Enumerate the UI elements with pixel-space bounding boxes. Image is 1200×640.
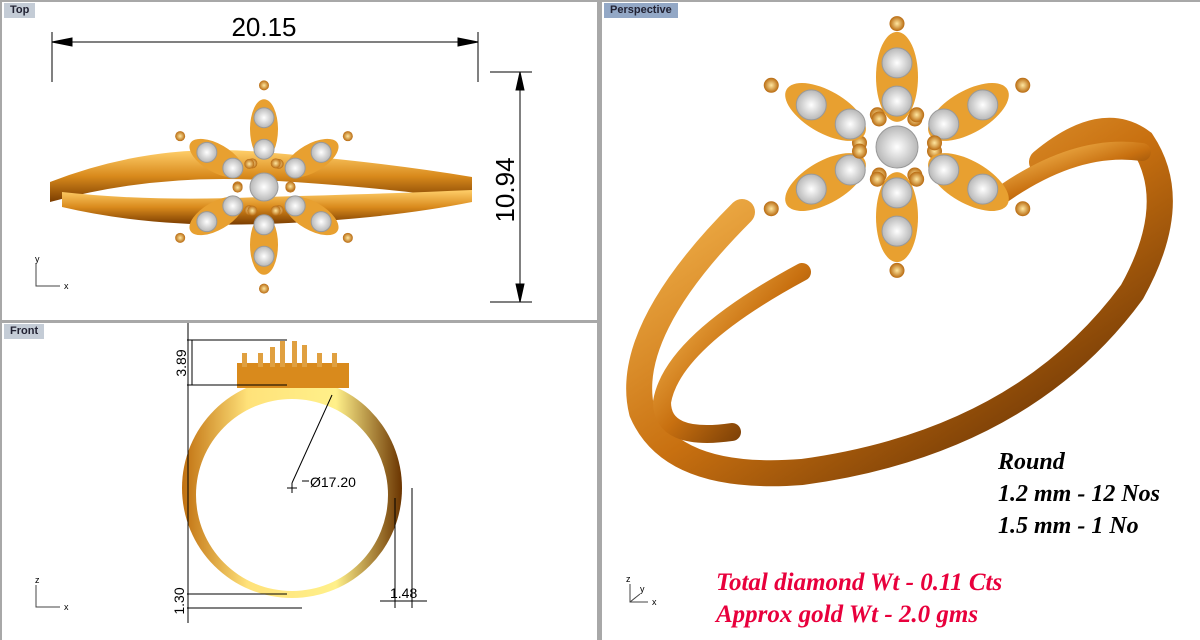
dim-bottom-thickness: 1.30 (171, 587, 187, 614)
axis-z-label: z (626, 574, 631, 584)
prong (342, 232, 353, 243)
prong (889, 16, 905, 32)
width-dimension (51, 32, 479, 82)
axis-z-label: z (35, 575, 40, 585)
diamond (310, 211, 332, 233)
prong (927, 135, 943, 151)
spec-line-1: 1.2 mm - 12 Nos (998, 481, 1160, 507)
prong (763, 77, 779, 93)
dim-height: 10.94 (490, 157, 520, 222)
dim-diameter: Ø17.20 (310, 474, 356, 490)
prong (244, 158, 255, 169)
dim-width: 20.15 (231, 12, 296, 42)
top-view-drawing: 20.15 10.94 y x (35, 12, 532, 303)
prong (175, 131, 186, 142)
prong (259, 80, 269, 91)
prong (270, 158, 281, 169)
diamond (795, 173, 827, 205)
prong (342, 131, 353, 142)
prong (763, 201, 779, 217)
axis-y-label: y (35, 254, 40, 264)
diamond-cluster-top (175, 80, 353, 294)
axis-x-label: x (64, 281, 69, 291)
front-viewport[interactable]: Front 3.89 Ø17.20 1.30 1.48 z x (2, 323, 597, 640)
diamond (222, 157, 244, 179)
prong (871, 111, 887, 127)
gold-weight: Approx gold Wt - 2.0 gms (716, 601, 979, 628)
diamond (967, 89, 999, 121)
center-diamond (249, 172, 279, 202)
diamond (310, 141, 332, 163)
prong (259, 283, 269, 294)
prong (247, 205, 258, 216)
diamond (881, 215, 913, 247)
axis-y-label: y (640, 584, 645, 594)
axis-x-label: x (64, 602, 69, 612)
axis-x-label: x (652, 597, 657, 607)
center-diamond (875, 125, 919, 169)
diamond (928, 108, 960, 140)
diamond (834, 108, 866, 140)
prong (889, 262, 905, 278)
perspective-view-drawing: z y x (626, 16, 1173, 607)
prong (1015, 77, 1031, 93)
diamond (196, 211, 218, 233)
diamond (881, 47, 913, 79)
setting-head-front (237, 363, 349, 388)
prong (869, 171, 885, 187)
prong (285, 181, 296, 192)
dim-top-height: 3.89 (173, 349, 189, 376)
diamond (834, 154, 866, 186)
diamond (253, 214, 275, 236)
diamond (284, 157, 306, 179)
viewport-label-front[interactable]: Front (4, 324, 45, 339)
front-view-drawing: 3.89 Ø17.20 1.30 1.48 z x (35, 323, 427, 623)
prong (175, 232, 186, 243)
diamond (928, 154, 960, 186)
diamond-cluster-perspective (763, 16, 1031, 278)
height-dimension (490, 71, 532, 303)
prong (851, 143, 867, 159)
axis-icon (35, 264, 60, 287)
ring-shank-perspective (626, 117, 1173, 487)
dim-side-thickness: 1.48 (390, 585, 417, 601)
viewport-label-perspective[interactable]: Perspective (604, 3, 678, 18)
viewport-label-top[interactable]: Top (4, 3, 36, 18)
diamond (253, 245, 275, 267)
diamond (284, 195, 306, 217)
prong (270, 205, 281, 216)
spec-shape: Round (998, 449, 1065, 475)
spec-line-2: 1.5 mm - 1 No (998, 513, 1139, 539)
prong (909, 107, 925, 123)
diamond (881, 85, 913, 117)
spec-list: Round 1.2 mm - 12 Nos 1.5 mm - 1 No (998, 446, 1160, 542)
prong (232, 182, 243, 193)
perspective-viewport[interactable]: Perspective z y x Round 1.2 mm - 12 Nos … (602, 2, 1200, 640)
diamond (253, 138, 275, 160)
diamond (253, 107, 275, 129)
diamond (795, 89, 827, 121)
top-viewport[interactable]: Top 20.15 10.94 y x (2, 2, 597, 320)
diamond-weight: Total diamond Wt - 0.11 Cts (716, 569, 1003, 596)
diamond (881, 177, 913, 209)
prong (1015, 201, 1031, 217)
diamond (196, 141, 218, 163)
diamond (222, 195, 244, 217)
prong (909, 171, 925, 187)
weight-notes: Total diamond Wt - 0.11 Cts Approx gold … (716, 567, 1002, 631)
diamond (967, 173, 999, 205)
